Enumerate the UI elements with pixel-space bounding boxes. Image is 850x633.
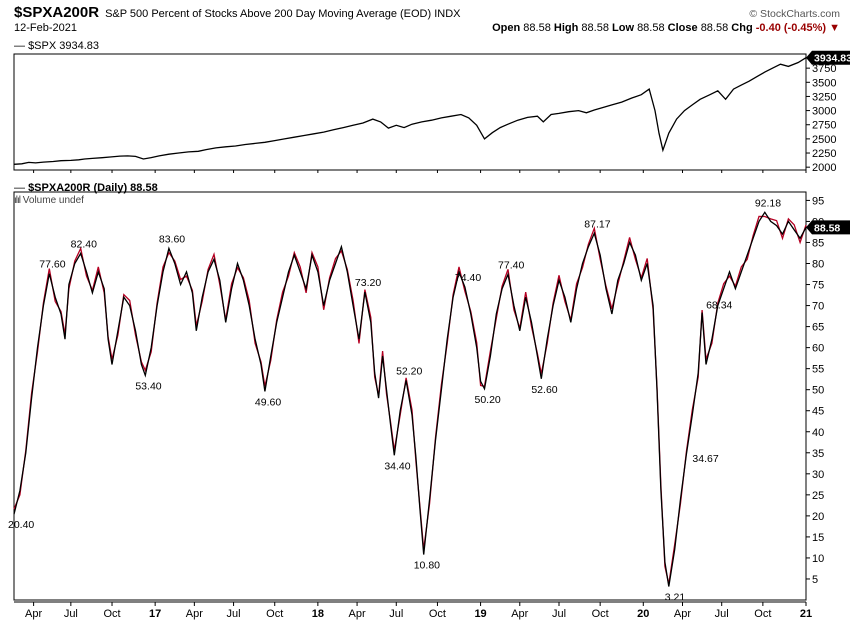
svg-text:49.60: 49.60 bbox=[255, 396, 281, 408]
svg-text:3500: 3500 bbox=[812, 77, 836, 89]
svg-text:52.20: 52.20 bbox=[396, 365, 422, 377]
svg-text:74.40: 74.40 bbox=[455, 272, 481, 284]
svg-text:Oct: Oct bbox=[103, 608, 120, 620]
svg-text:2750: 2750 bbox=[812, 120, 836, 132]
svg-text:52.60: 52.60 bbox=[531, 384, 557, 396]
svg-text:Jul: Jul bbox=[64, 608, 78, 620]
svg-text:20.40: 20.40 bbox=[8, 519, 34, 531]
svg-text:83.60: 83.60 bbox=[159, 233, 185, 245]
svg-text:Oct: Oct bbox=[592, 608, 609, 620]
svg-text:87.17: 87.17 bbox=[584, 218, 610, 230]
svg-text:60: 60 bbox=[812, 343, 824, 355]
svg-text:30: 30 bbox=[812, 469, 824, 481]
svg-text:50: 50 bbox=[812, 385, 824, 397]
svg-text:77.60: 77.60 bbox=[39, 259, 65, 271]
svg-text:17: 17 bbox=[149, 608, 161, 620]
svg-text:95: 95 bbox=[812, 195, 824, 207]
svg-text:20: 20 bbox=[637, 608, 649, 620]
svg-text:40: 40 bbox=[812, 427, 824, 439]
svg-text:3934.83: 3934.83 bbox=[814, 53, 850, 65]
svg-text:35: 35 bbox=[812, 448, 824, 460]
svg-text:Oct: Oct bbox=[429, 608, 446, 620]
svg-text:3750: 3750 bbox=[812, 63, 836, 75]
svg-text:Jul: Jul bbox=[389, 608, 403, 620]
svg-text:Apr: Apr bbox=[186, 608, 203, 620]
svg-text:34.40: 34.40 bbox=[384, 460, 410, 472]
svg-text:Jul: Jul bbox=[715, 608, 729, 620]
svg-text:85: 85 bbox=[812, 237, 824, 249]
svg-text:68.34: 68.34 bbox=[706, 300, 732, 312]
svg-text:19: 19 bbox=[474, 608, 486, 620]
svg-text:10: 10 bbox=[812, 553, 824, 565]
svg-text:92.18: 92.18 bbox=[755, 197, 781, 209]
svg-text:2500: 2500 bbox=[812, 134, 836, 146]
svg-text:10.80: 10.80 bbox=[414, 560, 440, 572]
svg-text:5: 5 bbox=[812, 574, 818, 586]
chart-canvas: 2000 2250 2500 2750 3000 3250 3500 37503934.83 5… bbox=[0, 0, 850, 633]
svg-text:75: 75 bbox=[812, 280, 824, 292]
svg-text:18: 18 bbox=[312, 608, 324, 620]
svg-text:34.67: 34.67 bbox=[692, 453, 718, 465]
svg-text:25: 25 bbox=[812, 490, 824, 502]
svg-text:Apr: Apr bbox=[511, 608, 528, 620]
svg-text:45: 45 bbox=[812, 406, 824, 418]
svg-text:50.20: 50.20 bbox=[474, 394, 500, 406]
svg-text:Jul: Jul bbox=[227, 608, 241, 620]
svg-text:15: 15 bbox=[812, 532, 824, 544]
svg-text:Apr: Apr bbox=[349, 608, 366, 620]
svg-text:77.40: 77.40 bbox=[498, 259, 524, 271]
svg-text:88.58: 88.58 bbox=[814, 222, 840, 234]
svg-text:2250: 2250 bbox=[812, 148, 836, 160]
svg-text:82.40: 82.40 bbox=[71, 238, 97, 250]
svg-text:2000: 2000 bbox=[812, 162, 836, 174]
svg-text:70: 70 bbox=[812, 301, 824, 313]
svg-text:3000: 3000 bbox=[812, 106, 836, 118]
svg-text:55: 55 bbox=[812, 364, 824, 376]
svg-text:20: 20 bbox=[812, 511, 824, 523]
svg-text:Oct: Oct bbox=[266, 608, 283, 620]
svg-text:Oct: Oct bbox=[754, 608, 771, 620]
svg-text:Jul: Jul bbox=[552, 608, 566, 620]
svg-text:21: 21 bbox=[800, 608, 812, 620]
svg-text:Apr: Apr bbox=[674, 608, 691, 620]
svg-text:80: 80 bbox=[812, 259, 824, 271]
svg-text:3250: 3250 bbox=[812, 91, 836, 103]
svg-text:73.20: 73.20 bbox=[355, 277, 381, 289]
svg-text:53.40: 53.40 bbox=[135, 380, 161, 392]
svg-text:Apr: Apr bbox=[25, 608, 42, 620]
svg-text:65: 65 bbox=[812, 322, 824, 334]
